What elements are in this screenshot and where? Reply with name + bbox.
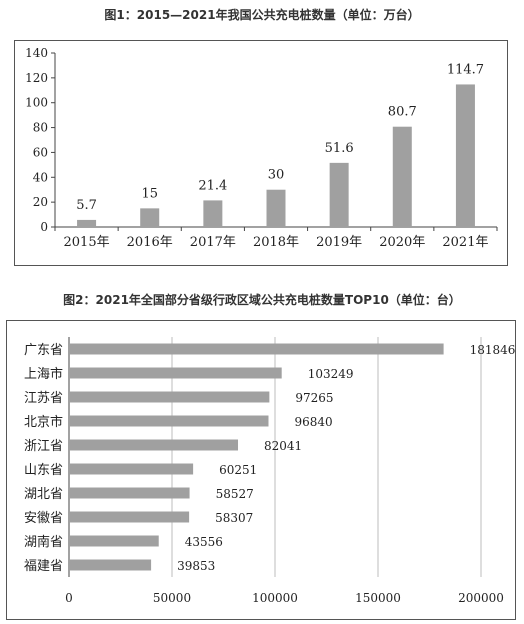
chart2-title: 图2：2021年全国部分省级行政区域公共充电桩数量TOP10（单位：台）	[63, 293, 461, 307]
chart1-bar	[266, 189, 286, 227]
chart1-x-tick-label: 2015年	[64, 235, 110, 250]
chart2-bar	[69, 391, 270, 403]
chart2-category-label: 福建省	[24, 559, 63, 574]
chart1-y-tick-label: 20	[33, 195, 48, 209]
chart1-bar	[77, 219, 97, 227]
chart1-frame: 0 20 40 60 80 100 120 140 5.7 2015年 15 2016年 21.4 201…	[14, 40, 508, 266]
chart1-x-tick-label: 2021年	[442, 235, 488, 250]
chart2-data-label: 96840	[294, 415, 332, 429]
chart2-bar	[69, 415, 269, 427]
chart2-data-label: 58527	[216, 487, 254, 501]
chart1-bar	[392, 126, 412, 227]
chart2-category-label: 北京市	[24, 414, 63, 430]
chart2-category-label: 湖南省	[24, 534, 63, 550]
chart2-category-label: 安徽省	[24, 511, 63, 526]
chart1-y-tick-label: 80	[33, 121, 48, 135]
chart2-bar	[69, 559, 152, 571]
chart2-data-label: 39853	[177, 559, 215, 573]
chart2-data-label: 82041	[264, 439, 302, 453]
chart1-x-tick-label: 2016年	[127, 235, 173, 250]
chart1-data-label: 80.7	[388, 105, 417, 120]
chart2-data-label: 58307	[215, 511, 253, 525]
chart2-bar	[69, 343, 444, 355]
chart1-data-label: 15	[141, 186, 158, 201]
chart2-bar	[69, 463, 194, 475]
chart2-x-tick-label: 50000	[153, 591, 191, 605]
chart2-category-label: 湖北省	[24, 487, 63, 502]
chart2-data-label: 60251	[219, 463, 257, 477]
chart2-plot: 0 50000 100000 150000 200000 广东省 181846 上海市 1032…	[24, 337, 516, 605]
chart2-x-tick-label: 0	[65, 591, 73, 605]
chart1-data-label: 30	[268, 168, 285, 183]
chart1-data-label: 21.4	[198, 178, 227, 193]
chart2-bar	[69, 511, 190, 523]
chart2-data-label: 43556	[185, 535, 223, 549]
chart2-data-label: 103249	[308, 367, 354, 381]
chart2-x-tick-label: 100000	[252, 591, 298, 605]
chart1-plot: 0 20 40 60 80 100 120 140 5.7 2015年 15 2016年 21.4 201…	[25, 46, 498, 250]
chart1-data-label: 51.6	[325, 141, 354, 156]
chart1-x-tick-label: 2020年	[379, 235, 425, 250]
chart2-frame: 0 50000 100000 150000 200000 广东省 181846 上海市 1032…	[6, 320, 516, 620]
chart2-bar	[69, 367, 282, 379]
chart2-x-tick-label: 200000	[458, 591, 504, 605]
chart2-bar	[69, 535, 159, 547]
chart1-y-tick-label: 140	[25, 46, 48, 60]
chart2-bar	[69, 487, 190, 499]
chart2-category-label: 广东省	[24, 343, 63, 358]
chart1-title: 图1：2015—2021年我国公共充电桩数量（单位：万台）	[104, 8, 420, 22]
chart1-y-tick-label: 40	[33, 170, 48, 184]
chart2-category-label: 江苏省	[24, 390, 63, 406]
chart1-y-tick-label: 100	[25, 96, 48, 110]
chart2-x-tick-label: 150000	[355, 591, 401, 605]
chart1-data-label: 114.7	[447, 62, 484, 77]
chart1-data-label: 5.7	[76, 198, 97, 213]
chart2-bar	[69, 439, 239, 451]
chart1-bar	[455, 84, 475, 227]
chart2-category-label: 浙江省	[24, 439, 63, 454]
chart1-bar	[329, 162, 349, 227]
chart1-y-tick-label: 60	[33, 145, 48, 159]
chart1-x-tick-label: 2017年	[190, 235, 236, 250]
chart2-category-label: 山东省	[24, 463, 63, 478]
chart1-y-tick-label: 0	[40, 220, 48, 234]
chart1-x-tick-label: 2018年	[253, 235, 299, 250]
chart1-x-tick-label: 2019年	[316, 235, 362, 250]
chart1-bar	[203, 200, 223, 227]
chart2-category-label: 上海市	[24, 366, 63, 382]
chart1-y-tick-label: 120	[25, 71, 48, 85]
chart2-data-label: 181846	[470, 343, 516, 357]
chart2-data-label: 97265	[295, 391, 333, 405]
chart1-bar	[140, 208, 160, 227]
